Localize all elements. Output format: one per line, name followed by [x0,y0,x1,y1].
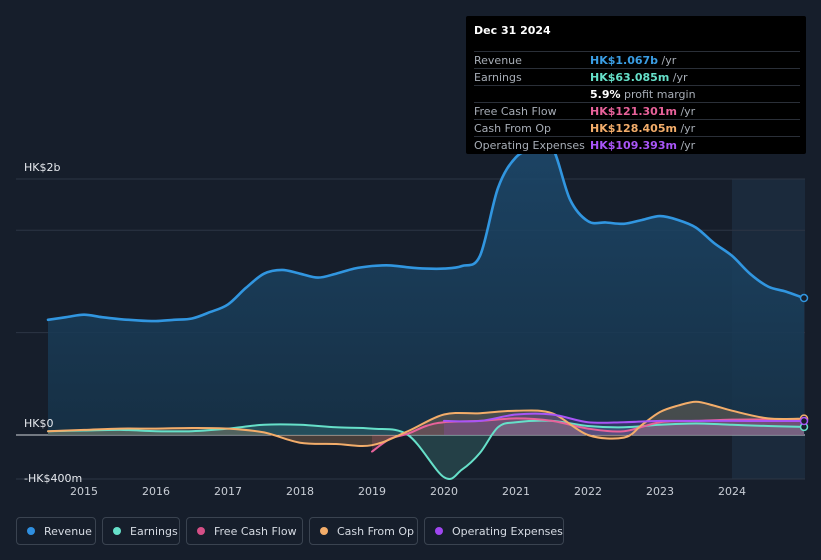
tooltip-row-unit: /yr [669,71,688,84]
x-tick-label: 2016 [142,485,170,498]
revenue-line [46,142,806,323]
tooltip-row-label: Revenue [474,54,522,67]
cash-from-op-line [47,400,805,447]
tooltip-row-label: Cash From Op [474,122,552,135]
tooltip-row: Free Cash Flow HK$121.301m /yr [474,102,800,120]
tooltip-row-label: Operating Expenses [474,139,585,152]
earnings-area [48,420,804,480]
tooltip-row-value: HK$1.067b /yr [590,54,677,67]
tooltip-row: Earnings HK$63.085m /yr [474,68,800,86]
legend-item-free-cash-flow[interactable]: Free Cash Flow [186,517,303,545]
legend-dot [197,527,205,535]
earnings-line [47,419,805,481]
x-tick-label: 2024 [718,485,746,498]
legend-dot [27,527,35,535]
cash-from-op-area [48,401,804,446]
x-tick-label: 2021 [502,485,530,498]
tooltip-row-value: HK$63.085m /yr [590,71,688,84]
tooltip-row-value: HK$128.405m /yr [590,122,696,135]
tooltip-row-unit: /yr [658,54,677,67]
x-axis-ticks: 2015 2016 2017 2018 2019 2020 2021 2022 2023 2024 [70,485,746,498]
legend-label: Operating Expenses [452,524,563,538]
x-tick-label: 2022 [574,485,602,498]
legend-label: Cash From Op [337,524,415,538]
series-lines [46,142,806,481]
tooltip-row-unit: /yr [676,122,696,135]
y-axis-label: HK$0 [24,417,53,430]
legend-item-revenue[interactable]: Revenue [16,517,96,545]
x-tick-label: 2019 [358,485,386,498]
y-axis-labels: HK$2b HK$0 -HK$400m [24,161,82,485]
tooltip-row-label: Free Cash Flow [474,105,557,118]
tooltip-row: Operating Expenses HK$109.393m /yr [474,136,800,154]
tooltip-row: Revenue HK$1.067b /yr [474,51,800,69]
end-markers [799,293,809,432]
x-tick-label: 2017 [214,485,242,498]
x-tick-label: 2015 [70,485,98,498]
revenue-area [48,143,804,435]
tooltip-row-value: HK$121.301m /yr [590,105,696,118]
x-tick-label: 2023 [646,485,674,498]
y-axis-label: HK$2b [24,161,60,174]
tooltip-row: 5.9% profit margin [474,85,800,103]
operating-expenses-end-marker [799,416,809,426]
tooltip-row-value: HK$109.393m /yr [590,139,696,152]
x-tick-label: 2020 [430,485,458,498]
tooltip-row-unit: /yr [676,139,696,152]
legend-item-earnings[interactable]: Earnings [102,517,180,545]
legend-dot [320,527,328,535]
tooltip-row-value: 5.9% profit margin [590,88,696,101]
legend-label: Revenue [44,524,92,538]
tooltip-row-unit: /yr [676,105,696,118]
legend-label: Free Cash Flow [214,524,297,538]
legend-item-cash-from-op[interactable]: Cash From Op [309,517,418,545]
legend-label: Earnings [130,524,178,538]
tooltip-date: Dec 31 2024 [474,24,551,37]
tooltip-row: Cash From Op HK$128.405m /yr [474,119,800,137]
tooltip: Dec 31 2024 Revenue HK$1.067b /yr Earnings… [466,16,806,154]
series-areas [48,143,804,480]
revenue-end-marker [799,293,809,303]
x-tick-label: 2018 [286,485,314,498]
legend-dot [435,527,443,535]
legend-dot [113,527,121,535]
tooltip-row-label: Earnings [474,71,522,84]
y-axis-label: -HK$400m [24,472,82,485]
legend-item-operating-expenses[interactable]: Operating Expenses [424,517,564,545]
operating-expenses-line [443,412,805,424]
tooltip-row-unit: profit margin [620,88,696,101]
